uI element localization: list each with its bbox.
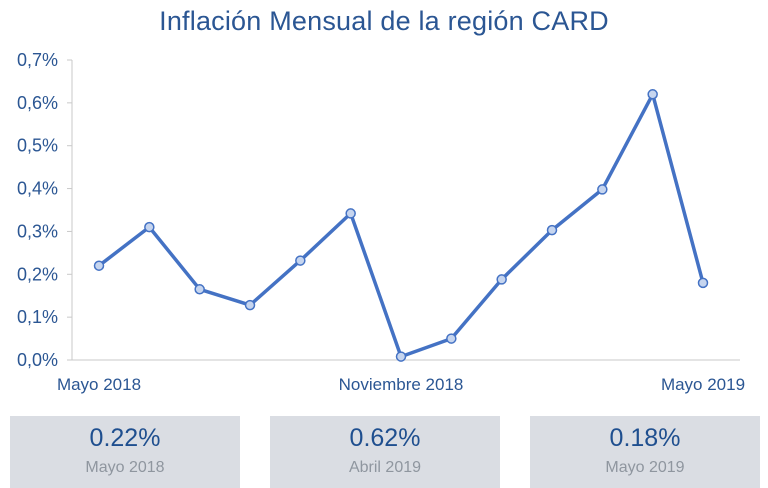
data-point xyxy=(597,184,608,195)
y-tick-label: 0,3% xyxy=(17,221,58,241)
y-tick-label: 0,7% xyxy=(17,50,58,70)
data-point xyxy=(546,224,558,236)
stat-value: 0.62% xyxy=(349,424,421,452)
y-tick-label: 0,0% xyxy=(17,350,58,370)
data-point xyxy=(93,260,105,271)
stat-value: 0.22% xyxy=(89,424,161,452)
data-point xyxy=(244,299,256,311)
data-points xyxy=(93,89,709,362)
stat-label: Mayo 2018 xyxy=(85,459,165,476)
stat-box-last: 0.18% Mayo 2019 xyxy=(530,416,760,488)
y-tick-label: 0,1% xyxy=(17,307,58,327)
line-chart: 0,0% 0,1% 0,2% 0,3% 0,4% 0,5% 0,6% 0,7% Mayo 20… xyxy=(17,50,745,394)
data-point xyxy=(295,255,306,266)
stat-label: Mayo 2019 xyxy=(605,459,685,476)
stat-value: 0.18% xyxy=(609,424,681,452)
x-tick-label: Mayo 2019 xyxy=(661,375,745,394)
x-tick-label: Mayo 2018 xyxy=(57,375,141,394)
data-point xyxy=(496,274,507,285)
x-tick-label: Noviembre 2018 xyxy=(339,375,464,394)
stat-box-max: 0.62% Abril 2019 xyxy=(270,416,500,488)
data-point xyxy=(395,351,407,362)
data-point xyxy=(697,277,709,289)
x-axis-ticks: Mayo 2018 Noviembre 2018 Mayo 2019 xyxy=(57,375,745,394)
y-tick-label: 0,4% xyxy=(17,179,58,199)
data-point xyxy=(345,208,356,219)
data-point xyxy=(647,89,658,100)
chart-title: Inflación Mensual de la región CARD xyxy=(159,6,609,36)
series-line xyxy=(97,92,705,359)
y-axis-ticks: 0,0% 0,1% 0,2% 0,3% 0,4% 0,5% 0,6% 0,7% xyxy=(17,50,72,370)
y-tick-label: 0,5% xyxy=(17,136,58,156)
data-point xyxy=(144,221,155,233)
data-point xyxy=(446,333,457,344)
y-tick-label: 0,2% xyxy=(17,264,58,284)
stat-box-first: 0.22% Mayo 2018 xyxy=(10,416,240,488)
data-point xyxy=(194,284,205,295)
stat-label: Abril 2019 xyxy=(348,459,422,476)
y-tick-label: 0,6% xyxy=(17,93,58,113)
